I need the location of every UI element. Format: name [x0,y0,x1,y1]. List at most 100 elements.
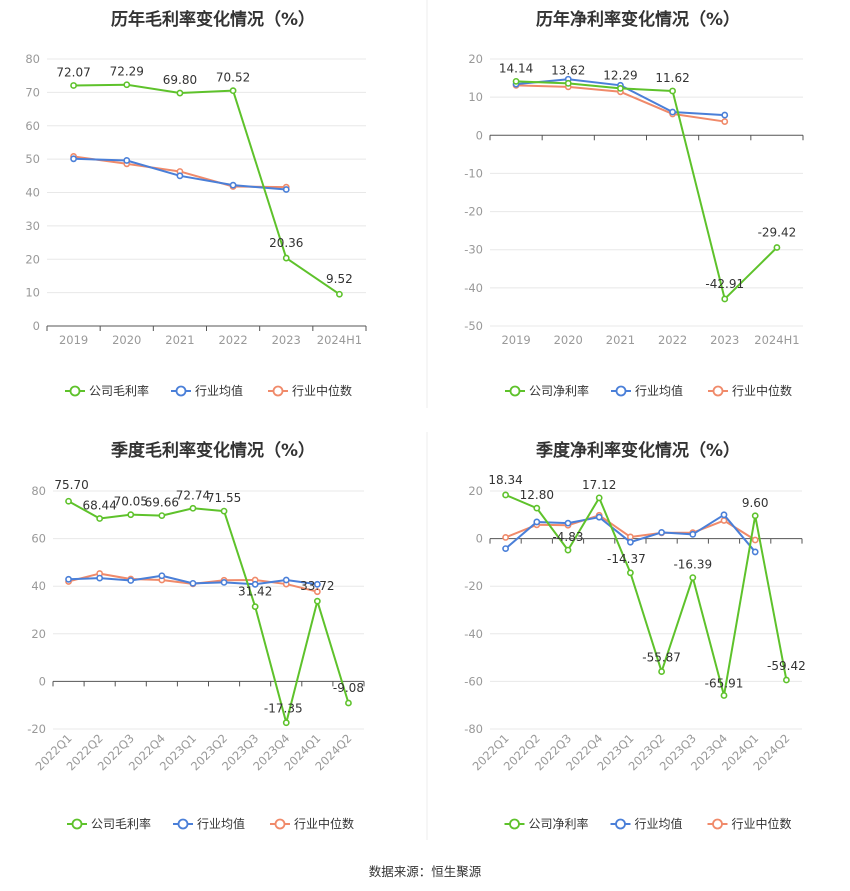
data-point [96,515,104,522]
y-tick-label: -60 [464,674,483,688]
data-point [282,186,290,193]
legend-item-company: 公司毛利率 [65,383,149,398]
y-tick-label: 20 [31,627,46,641]
data-label: 9.52 [326,272,353,286]
y-tick-label: 40 [25,186,40,200]
legend-marker [615,385,627,397]
data-point [65,497,72,505]
data-label: 18.34 [488,473,522,487]
data-label: 20.36 [269,236,303,250]
y-tick-label: 30 [25,219,40,233]
legend-marker [712,818,723,830]
series-line-company [73,83,340,296]
data-label: -55.87 [642,651,681,665]
legend-marker [177,818,189,830]
data-point [158,572,166,580]
x-tick-label: 2019 [501,333,530,347]
x-tick-label: 2024H1 [754,333,799,347]
x-tick-label: 2023 [710,333,739,347]
x-tick-label: 2024H1 [317,333,362,347]
data-point [720,517,728,524]
data-point [627,538,634,546]
legend-item-industry-avg: 行业均值 [610,816,683,831]
data-point [65,575,72,583]
y-tick-label: -40 [464,627,483,641]
x-tick-label: 2023 [272,333,301,347]
data-label: 70.52 [216,71,250,85]
data-point [564,79,572,87]
data-point [313,580,321,588]
legend-label: 行业中位数 [294,816,354,831]
data-point [229,181,237,189]
data-point [658,529,665,536]
data-label: 75.70 [54,478,88,492]
chart-title: 季度毛利率变化情况（%） [111,440,315,461]
data-label: 69.80 [163,73,197,87]
y-tick-label: -50 [464,319,483,333]
chart-panel-2: 历年净利率变化情况（%） -50 -40 -30 -20 -10 0 10 20 2019 2020… [464,9,804,398]
data-point [127,577,135,584]
data-label: 9.60 [742,496,769,510]
y-tick-label: 0 [39,674,46,688]
data-label: -59.42 [767,659,806,673]
legend-item-industry-median: 行业中位数 [270,816,354,831]
data-point [123,81,131,89]
y-tick-label: 50 [25,152,40,166]
data-point [282,576,290,584]
x-tick-label: 2021 [165,333,194,347]
data-point [282,254,290,262]
data-point [669,87,676,95]
legend-item-company: 公司净利率 [505,383,589,398]
x-tick-label: 2022 [658,333,687,347]
chart-title: 季度净利率变化情况（%） [536,440,740,461]
legend-marker [71,818,83,830]
data-point [251,603,259,611]
data-point [617,85,624,92]
series-line-industry-avg [504,513,756,553]
data-label: 11.62 [655,71,689,85]
data-point [502,534,509,541]
data-label: 72.74 [176,488,210,502]
y-tick-label: -80 [464,722,483,736]
data-label: -29.42 [758,226,797,240]
y-tick-label: -20 [27,722,46,736]
y-tick-label: 10 [25,286,40,300]
y-tick-label: 0 [476,532,483,546]
y-tick-label: 0 [33,319,40,333]
legend-label: 行业均值 [195,383,243,398]
data-point [313,597,321,605]
data-point [512,77,520,85]
data-label: 12.80 [520,488,554,502]
legend-label: 公司毛利率 [91,816,151,831]
data-point [689,530,697,538]
legend-marker [712,385,724,397]
data-point [689,574,697,582]
data-label: 71.55 [207,491,241,505]
legend-label: 公司净利率 [529,383,589,398]
legend-item-company: 公司净利率 [504,816,589,831]
legend-item-company: 公司毛利率 [67,816,151,831]
data-point [595,513,603,521]
legend-marker [509,385,521,397]
legend-label: 行业均值 [635,383,683,398]
data-label: 72.29 [110,65,144,79]
legend-marker [509,818,520,830]
legend-item-industry-median: 行业中位数 [707,816,792,831]
data-point [627,569,634,577]
data-point [96,574,104,582]
y-tick-label: 60 [25,119,40,133]
source-note: 数据来源：恒生聚源 [369,864,482,879]
data-point [229,87,237,95]
data-point [658,668,665,675]
data-point [564,546,572,554]
series-line-company [505,494,788,697]
data-point [564,519,572,527]
series-line-company [68,500,350,724]
y-tick-label: 80 [25,52,40,66]
x-tick-label: 2020 [554,333,583,347]
y-tick-label: -10 [464,166,483,180]
data-point [721,118,729,125]
data-point [721,111,729,119]
data-point [720,692,728,699]
data-point [783,676,790,684]
